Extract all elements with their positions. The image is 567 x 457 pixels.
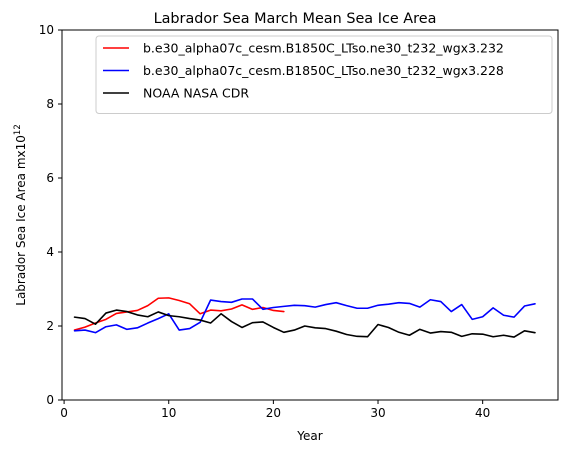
series-line-1 bbox=[73, 297, 285, 331]
plot-frame bbox=[61, 29, 559, 401]
x-tick-label: 20 bbox=[266, 406, 281, 420]
plot-lines bbox=[73, 297, 536, 338]
x-axis-label: Year bbox=[296, 429, 322, 443]
chart-title: Labrador Sea March Mean Sea Ice Area bbox=[154, 11, 437, 27]
legend-label: b.e30_alpha07c_cesm.B1850C_LTso.ne30_t23… bbox=[143, 41, 504, 56]
y-tick-label: 4 bbox=[46, 245, 54, 259]
y-axis-label: Labrador Sea Ice Area mx1012 bbox=[13, 124, 28, 305]
y-tick-label: 10 bbox=[39, 23, 54, 37]
legend: b.e30_alpha07c_cesm.B1850C_LTso.ne30_t23… bbox=[95, 35, 553, 114]
y-axis-label-superscript: 12 bbox=[13, 124, 23, 135]
series-line-3 bbox=[73, 309, 536, 338]
legend-label: NOAA NASA CDR bbox=[143, 86, 249, 101]
y-axis-label-main: Labrador Sea Ice Area mx10 bbox=[14, 135, 28, 306]
y-tick-label: 2 bbox=[46, 319, 54, 333]
y-tick-label: 6 bbox=[46, 171, 54, 185]
y-tick-label: 0 bbox=[46, 393, 54, 407]
x-tick-label: 30 bbox=[370, 406, 385, 420]
legend-box bbox=[95, 35, 553, 114]
x-tick-label: 10 bbox=[161, 406, 176, 420]
x-tick-label: 40 bbox=[475, 406, 490, 420]
series-line-2 bbox=[73, 298, 536, 334]
y-tick-label: 8 bbox=[46, 97, 54, 111]
axis-ticks: 0 10 20 30 40 0 2 4 6 8 10 bbox=[39, 23, 491, 420]
legend-label: b.e30_alpha07c_cesm.B1850C_LTso.ne30_t23… bbox=[143, 63, 504, 78]
x-tick-label: 0 bbox=[60, 406, 68, 420]
